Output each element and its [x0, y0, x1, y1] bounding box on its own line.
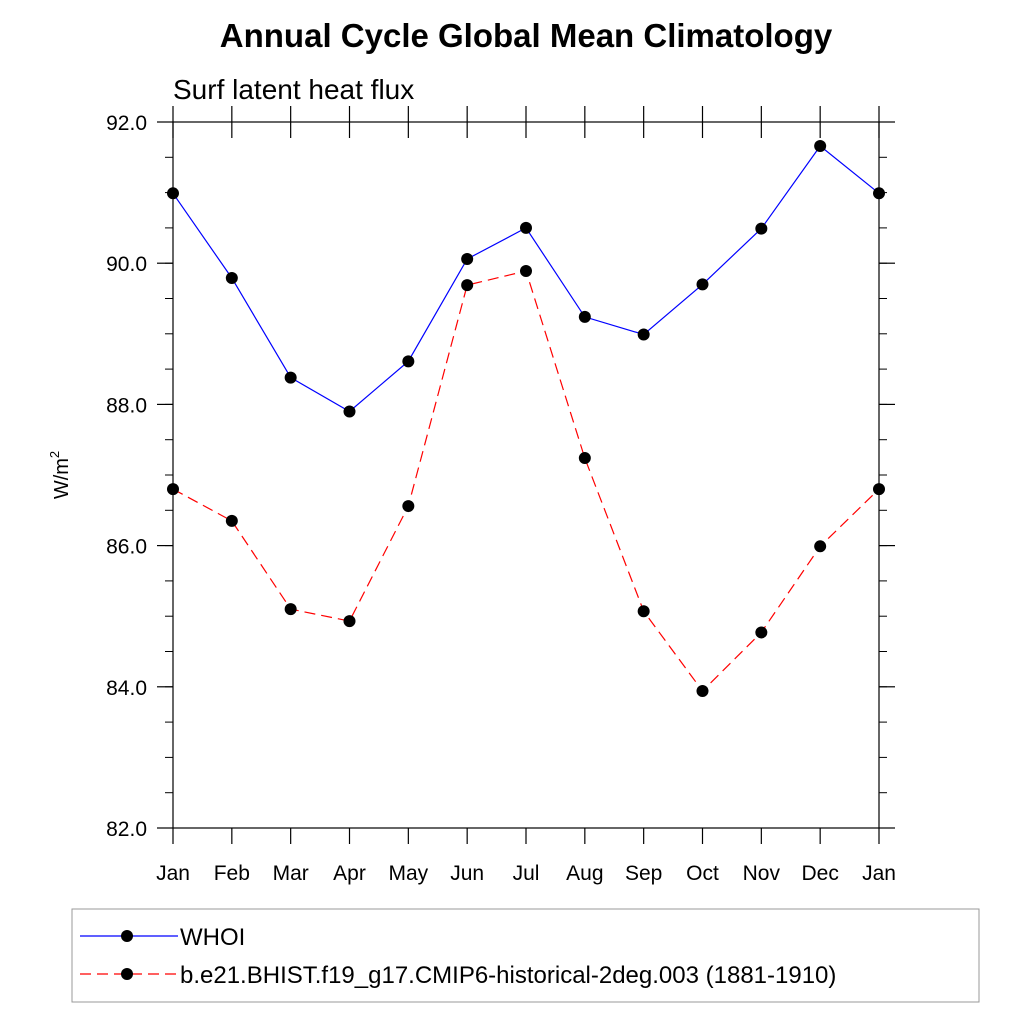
y-tick-labels: 82.0 84.0 86.0 88.0 90.0 92.0	[106, 112, 147, 841]
legend: WHOI b.e21.BHIST.f19_g17.CMIP6-historical…	[71, 908, 980, 1003]
series-2-point	[284, 603, 297, 616]
series-2-point	[520, 264, 532, 277]
plot-frame	[172, 121, 880, 829]
legend-box	[71, 908, 980, 1003]
series-1-point	[814, 140, 827, 153]
x-tick-label: May	[388, 862, 428, 885]
y-tick-label: 84.0	[106, 677, 147, 700]
series-2-point	[696, 685, 709, 698]
series-1-point	[284, 371, 297, 384]
x-tick-label: Sep	[625, 862, 662, 885]
series-2-point	[814, 540, 827, 553]
y-axis-label-superscript: 2	[47, 451, 62, 458]
legend-label-2: b.e21.BHIST.f19_g17.CMIP6-historical-2de…	[180, 962, 836, 989]
svg-text:W/m2: W/m2	[47, 451, 73, 499]
x-tick-label: Jan	[156, 862, 190, 885]
series-1-point	[696, 278, 709, 291]
x-tick-label: Jul	[513, 862, 540, 885]
legend-label-1: WHOI	[180, 924, 245, 951]
x-tick-label: Jun	[450, 862, 484, 885]
y-axis-label-base: W/m	[51, 458, 73, 499]
series-2-point	[637, 605, 650, 618]
series-2-point	[225, 514, 238, 527]
y-tick-label: 86.0	[106, 536, 147, 559]
series-1-point	[520, 221, 532, 234]
series-1-point	[402, 355, 415, 368]
series-2-point	[343, 615, 356, 628]
series-1-point	[461, 252, 474, 265]
y-tick-label: 82.0	[106, 818, 147, 841]
series-2-point	[755, 626, 768, 639]
y-tick-label: 92.0	[106, 112, 147, 135]
series-layer	[167, 140, 885, 698]
x-tick-labels: Jan Feb Mar Apr May Jun Jul Aug Sep Oct Nov Dec Jan	[156, 862, 896, 885]
x-tick-label: Feb	[214, 862, 250, 885]
x-tick-label: Jan	[862, 862, 896, 885]
x-tick-label: Dec	[801, 862, 838, 885]
series-2-point	[461, 279, 474, 292]
major-ticks	[157, 106, 895, 844]
series-1-point	[225, 272, 238, 285]
y-tick-label: 90.0	[106, 253, 147, 276]
legend-marker-2	[121, 968, 133, 980]
series-1-point	[755, 222, 768, 235]
series-1-point	[343, 405, 356, 418]
series-1-point	[637, 328, 650, 341]
x-tick-label: Oct	[686, 862, 719, 885]
x-tick-label: Mar	[273, 862, 309, 885]
chart-title: Annual Cycle Global Mean Climatology	[220, 17, 833, 54]
series-2-point	[578, 452, 591, 465]
x-tick-label: Nov	[743, 862, 781, 885]
series-line-2	[172, 270, 880, 692]
series-2-point	[402, 500, 415, 513]
y-axis-label: W/m2	[47, 451, 73, 499]
chart-subtitle: Surf latent heat flux	[173, 74, 414, 105]
x-tick-label: Aug	[566, 862, 603, 885]
series-line-1	[172, 145, 880, 413]
series-1-point	[578, 310, 591, 323]
legend-marker-1	[121, 930, 133, 942]
y-tick-label: 88.0	[106, 394, 147, 417]
x-tick-label: Apr	[333, 862, 366, 885]
